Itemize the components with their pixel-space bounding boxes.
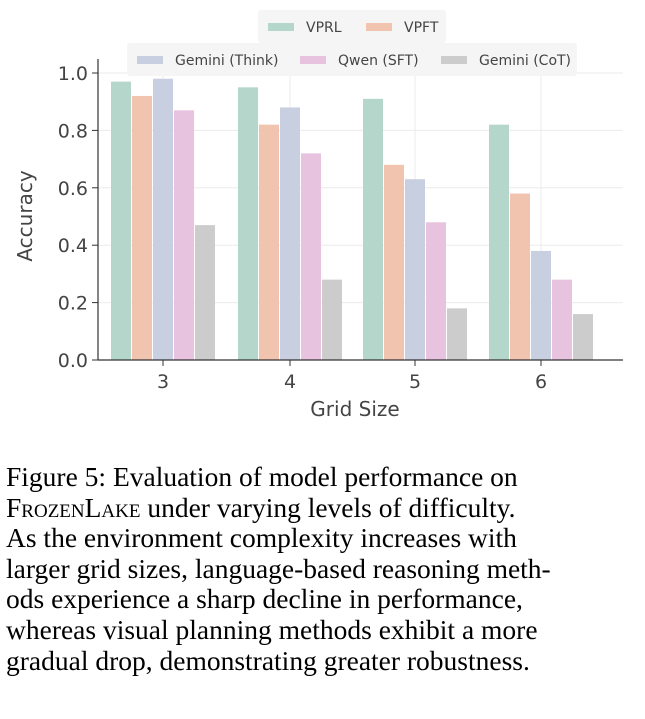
y-tick-label: 0.4 bbox=[58, 235, 88, 257]
bar bbox=[552, 279, 572, 360]
axes: 0.0 0.2 0.4 0.6 0.8 1.0 3 4 5 6 bbox=[58, 59, 623, 393]
caption-line: whereas visual planning methods exhibit … bbox=[6, 613, 538, 645]
legend-swatch bbox=[137, 56, 163, 64]
legend-swatch bbox=[300, 56, 326, 64]
bar bbox=[447, 308, 467, 360]
legend-swatch bbox=[366, 23, 392, 31]
caption-line: FrozenLake under varying levels of diffi… bbox=[6, 491, 642, 524]
legend-label: VPRL bbox=[306, 20, 342, 36]
bar bbox=[363, 98, 383, 360]
bar bbox=[238, 87, 258, 360]
y-axis-label: Accuracy bbox=[13, 170, 37, 261]
bar bbox=[531, 250, 551, 360]
x-tick-label: 6 bbox=[535, 371, 547, 393]
y-tick-label: 0.8 bbox=[58, 120, 88, 142]
legend-label: Gemini (Think) bbox=[175, 53, 278, 69]
legend-label: Gemini (CoT) bbox=[479, 53, 571, 69]
bar bbox=[259, 124, 279, 360]
bar bbox=[573, 314, 593, 360]
legend-box-row2 bbox=[127, 43, 577, 76]
bar bbox=[280, 107, 300, 360]
caption-line: Figure 5: Evaluation of model performanc… bbox=[6, 461, 518, 492]
bar bbox=[111, 81, 131, 361]
bar bbox=[510, 193, 530, 360]
legend-swatch bbox=[268, 23, 294, 31]
y-tick-label: 0.0 bbox=[58, 350, 88, 372]
caption-env-name: FrozenLake bbox=[6, 491, 141, 523]
legend-swatch bbox=[441, 56, 467, 64]
caption-line: larger grid sizes, language-based reason… bbox=[6, 552, 551, 584]
x-tick-label: 3 bbox=[157, 371, 169, 393]
caption-line: As the environment complexity increases … bbox=[6, 522, 517, 554]
bar bbox=[153, 78, 173, 361]
bar bbox=[132, 95, 152, 361]
bar bbox=[426, 222, 446, 360]
bar bbox=[489, 124, 509, 360]
bar bbox=[322, 279, 342, 360]
bar-chart: 0.0 0.2 0.4 0.6 0.8 1.0 3 4 5 6 VPRL VPFT Gemini (T… bbox=[13, 10, 623, 421]
bar bbox=[301, 153, 321, 360]
caption-line-rest: under varying levels of difficulty. bbox=[140, 491, 516, 523]
figure-caption: Figure 5: Evaluation of model performanc… bbox=[6, 461, 642, 676]
y-tick-label: 1.0 bbox=[58, 63, 88, 85]
caption-line: ods experience a sharp decline in perfor… bbox=[6, 583, 523, 615]
legend: VPRL VPFT Gemini (Think) Qwen (SFT) Gemini (… bbox=[127, 10, 577, 76]
bar bbox=[195, 225, 215, 360]
bar bbox=[405, 179, 425, 360]
legend-label: VPFT bbox=[404, 20, 439, 36]
bar bbox=[174, 110, 194, 360]
x-axis-label: Grid Size bbox=[310, 397, 399, 421]
y-tick-label: 0.2 bbox=[58, 293, 88, 315]
caption-line: gradual drop, demonstrating greater robu… bbox=[6, 644, 530, 676]
x-tick-label: 4 bbox=[284, 371, 296, 393]
bars bbox=[111, 78, 593, 361]
legend-label: Qwen (SFT) bbox=[338, 53, 419, 69]
bar bbox=[384, 164, 404, 360]
x-tick-label: 5 bbox=[409, 371, 421, 393]
legend-box-row1 bbox=[258, 10, 446, 43]
y-tick-label: 0.6 bbox=[58, 178, 88, 200]
